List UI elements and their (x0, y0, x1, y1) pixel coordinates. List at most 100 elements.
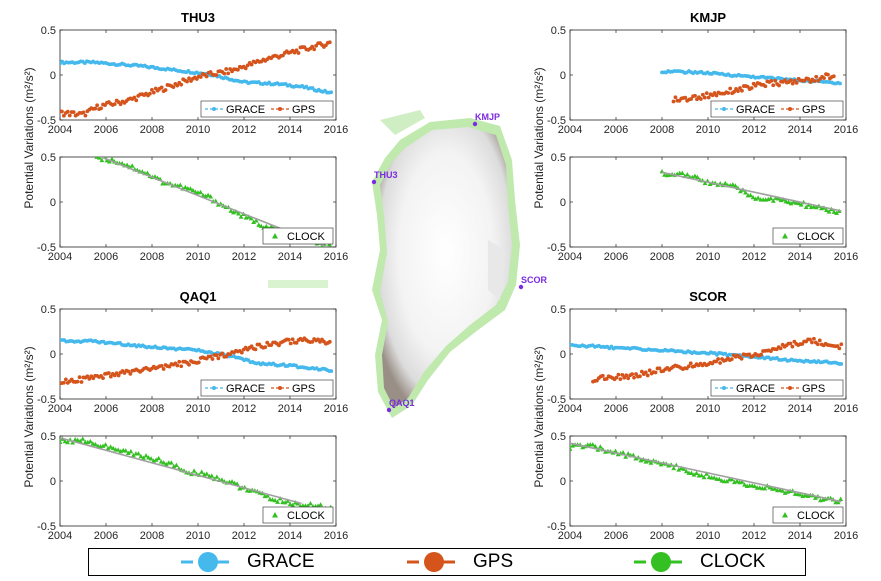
y-tick-label: -0.5 (37, 394, 56, 406)
clock-point (229, 479, 235, 484)
station-label: KMJP (475, 112, 500, 122)
legend-marker-icon (788, 107, 792, 111)
gps-point (60, 109, 64, 114)
gps-point (788, 341, 793, 346)
y-tick-label: 0.5 (41, 152, 56, 164)
clock-point (107, 159, 112, 164)
greenland-ice-sheet (380, 127, 512, 408)
clock-point (691, 472, 697, 477)
legend-item-clock: CLOCK (632, 549, 765, 574)
panel-legend: CLOCK (772, 506, 844, 524)
gps-point (327, 40, 332, 45)
x-tick-label: 2006 (94, 251, 118, 263)
x-tick-label: 2012 (742, 124, 766, 136)
clock-point (265, 493, 270, 498)
panel-legend-label: GRACE (736, 383, 775, 395)
gps-point (67, 113, 72, 118)
y-tick-label: -0.5 (37, 521, 56, 533)
gps-point (700, 92, 705, 97)
clock-point (219, 477, 225, 482)
clock-point (772, 486, 778, 491)
gps-point (99, 106, 103, 111)
gps-point (208, 70, 213, 74)
clock-point (214, 474, 220, 479)
clock-point (188, 186, 193, 191)
gps-point (810, 340, 814, 345)
clock-point (282, 499, 288, 505)
gps-point (177, 359, 182, 364)
clock-point (835, 499, 841, 505)
clock-point (290, 502, 296, 508)
gps-point (312, 47, 317, 52)
clock-point (130, 452, 136, 458)
legend-marker-icon (278, 386, 282, 390)
clock-point (770, 198, 776, 203)
y-tick-label: -0.5 (547, 115, 566, 127)
clock-point (831, 209, 837, 214)
gps-point (106, 371, 111, 375)
gps-point (208, 354, 213, 359)
clock-point (695, 174, 700, 180)
panel-legend: CLOCK (262, 227, 334, 245)
clock-point (258, 223, 264, 229)
clock-point (236, 211, 241, 216)
x-tick-label: 2004 (558, 124, 582, 136)
gps-point (79, 380, 84, 384)
gps-point (794, 81, 799, 85)
x-tick-label: 2016 (324, 530, 348, 542)
gps-point (159, 363, 164, 368)
y-tick-label: 0.5 (41, 304, 56, 316)
gps-point (204, 74, 209, 79)
clock-point (750, 194, 756, 200)
clock-point (692, 173, 698, 178)
y-tick-label: 0.5 (41, 431, 56, 443)
x-tick-label: 2012 (232, 530, 256, 542)
clock-point (203, 193, 208, 199)
y-tick-label: 0.5 (551, 152, 566, 164)
gps-point (310, 339, 315, 344)
x-tick-label: 2014 (278, 403, 302, 415)
clock-point (798, 202, 804, 207)
panel-kmjp-bottom: 2004 2006 2008 2010 2012 2014 2016 -0.5 0 0.5 CLOC… (547, 152, 858, 263)
x-tick-label: 2016 (324, 124, 348, 136)
clock-point (683, 468, 689, 474)
y-axis-label: Potential Variations (m²/s²) (532, 346, 546, 487)
clock-point (228, 208, 234, 213)
clock-point (205, 192, 211, 197)
x-tick-label: 2008 (140, 403, 164, 415)
x-tick-label: 2008 (140, 124, 164, 136)
clock-point (105, 445, 111, 451)
gps-point (740, 88, 744, 93)
panel-legend-box (710, 100, 844, 118)
clock-point (813, 495, 818, 500)
legend-label: GPS (473, 550, 514, 572)
clock-point (118, 448, 124, 454)
station-label: QAQ1 (389, 398, 415, 408)
clock-point (838, 496, 844, 501)
station-marker (386, 407, 392, 413)
clock-point (724, 478, 730, 484)
panel-legend: GRACE GPS (710, 379, 844, 397)
clock-point (590, 442, 596, 447)
clock-point (711, 475, 717, 480)
x-tick-label: 2004 (558, 251, 582, 263)
legend-label: CLOCK (700, 550, 766, 572)
clock-point (75, 437, 81, 443)
x-tick-label: 2008 (650, 403, 674, 415)
clock-point (156, 455, 162, 461)
clock-point (62, 438, 68, 444)
clock-point (129, 163, 135, 168)
panel-legend-label: CLOCK (797, 510, 836, 522)
gps-point (673, 95, 678, 100)
clock-point (743, 190, 748, 195)
grace-point (329, 90, 334, 95)
clock-point (190, 187, 196, 193)
clock-point (824, 207, 829, 212)
x-tick-label: 2006 (94, 403, 118, 415)
gps-point (693, 93, 697, 98)
clock-point (285, 498, 291, 503)
panel-legend-label: GPS (292, 104, 315, 116)
gps-point (108, 374, 113, 379)
trend-line (661, 171, 842, 212)
gps-point (790, 344, 795, 349)
